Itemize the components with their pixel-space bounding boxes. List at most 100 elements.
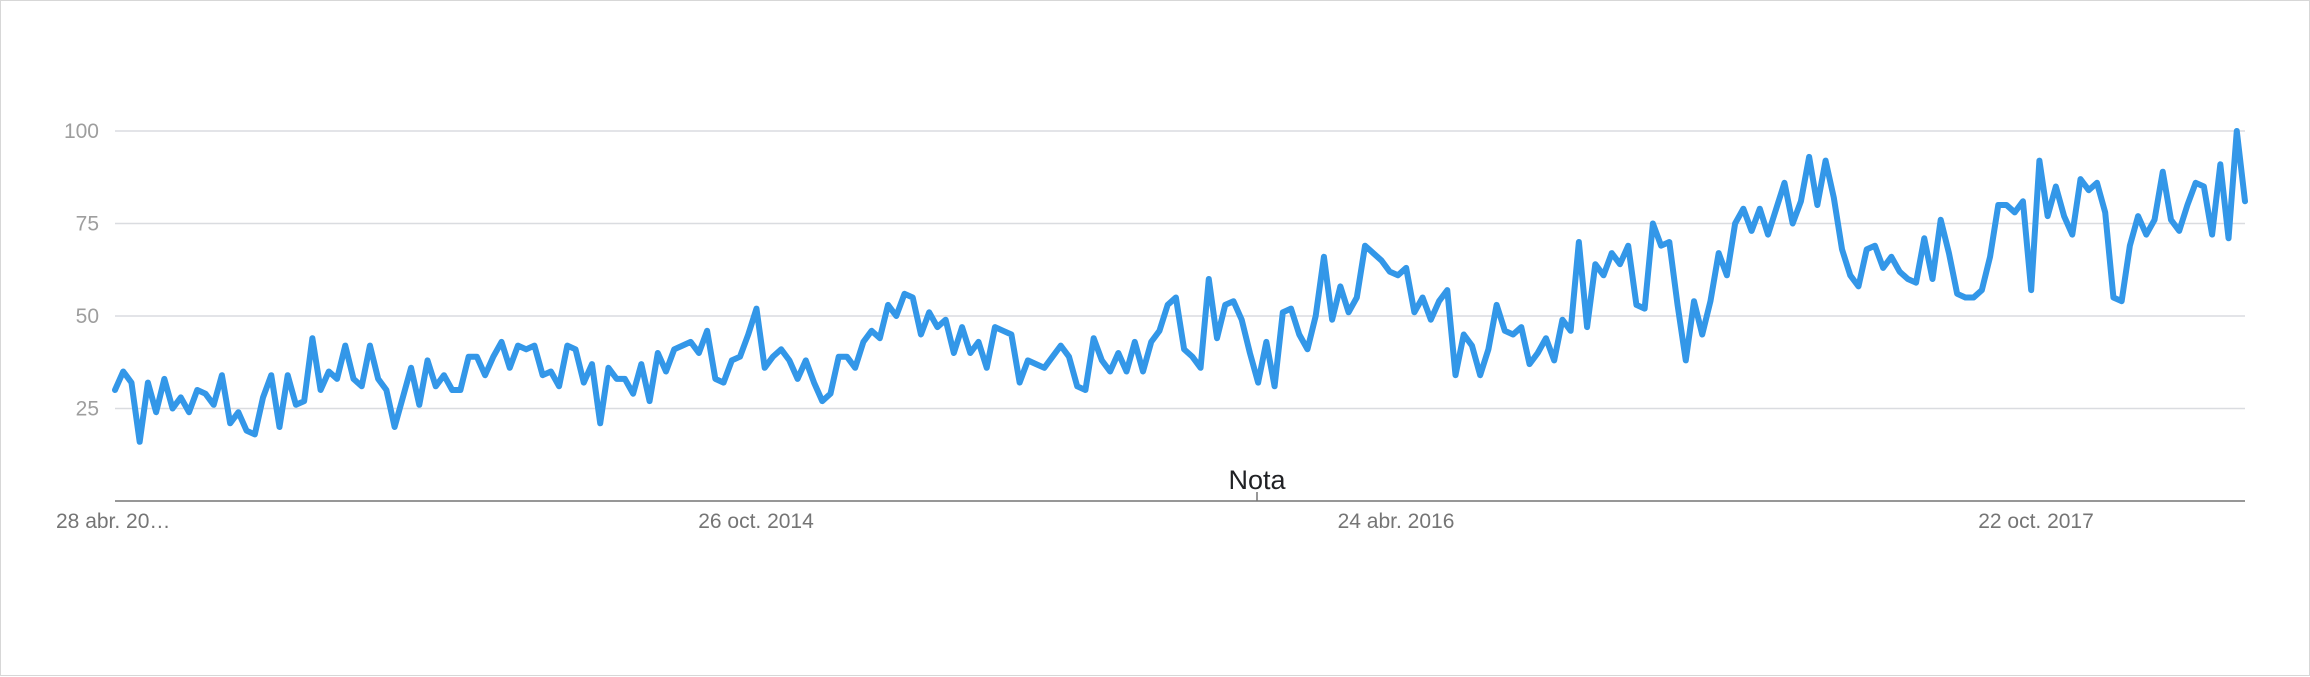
y-tick-label-25: 25: [76, 398, 99, 421]
data-point: [1354, 295, 1360, 301]
data-point: [350, 376, 356, 382]
data-point: [1601, 272, 1607, 278]
data-point: [2061, 213, 2067, 219]
data-point: [1625, 243, 1631, 249]
note-label[interactable]: Nota: [1228, 465, 1286, 495]
data-point: [1436, 298, 1442, 304]
data-point: [811, 380, 817, 386]
data-point: [1773, 206, 1779, 212]
data-point: [1823, 158, 1829, 164]
data-point: [1962, 295, 1968, 301]
data-point: [1033, 361, 1039, 367]
data-point: [1691, 298, 1697, 304]
data-point: [1050, 354, 1056, 360]
data-point: [589, 361, 595, 367]
data-point: [1107, 369, 1113, 375]
data-point: [1790, 221, 1796, 227]
data-point: [1189, 354, 1195, 360]
data-point: [581, 380, 587, 386]
data-point: [1477, 372, 1483, 378]
data-point: [1411, 309, 1417, 315]
data-point: [852, 365, 858, 371]
data-point: [1239, 317, 1245, 323]
data-point: [375, 376, 381, 382]
data-point: [1872, 243, 1878, 249]
data-point: [334, 376, 340, 382]
data-point: [638, 361, 644, 367]
data-point: [597, 420, 603, 426]
data-point: [1461, 332, 1467, 338]
data-point: [951, 350, 957, 356]
data-point: [1831, 195, 1837, 201]
data-point: [1165, 302, 1171, 308]
data-point: [2152, 217, 2158, 223]
data-point: [1510, 332, 1516, 338]
y-tick-label-75: 75: [76, 213, 99, 236]
data-point: [112, 387, 118, 393]
data-point: [647, 398, 653, 404]
data-point: [1255, 380, 1261, 386]
data-point: [1864, 246, 1870, 252]
data-point: [170, 406, 176, 412]
data-point: [1584, 324, 1590, 330]
data-point: [860, 339, 866, 345]
data-point: [803, 357, 809, 363]
data-point: [1420, 295, 1426, 301]
data-point: [1642, 306, 1648, 312]
data-point: [507, 365, 513, 371]
note-annotation[interactable]: Nota: [1228, 465, 1286, 501]
x-tick-label: 24 abr. 2016: [1338, 510, 1455, 533]
data-point: [2020, 198, 2026, 204]
data-point: [1979, 287, 1985, 293]
data-point: [605, 365, 611, 371]
data-point: [244, 428, 250, 434]
data-point: [688, 339, 694, 345]
x-tick-label: 28 abr. 20…: [56, 510, 170, 533]
data-point: [276, 424, 282, 430]
data-point: [778, 346, 784, 352]
data-point: [359, 383, 365, 389]
data-point: [877, 335, 883, 341]
data-point: [1781, 180, 1787, 186]
data-point: [836, 354, 842, 360]
data-point: [729, 357, 735, 363]
data-point: [959, 324, 965, 330]
data-point: [1206, 276, 1212, 282]
data-point: [1469, 343, 1475, 349]
data-point: [926, 309, 932, 315]
data-point: [441, 372, 447, 378]
data-point: [1370, 250, 1376, 256]
data-point: [178, 394, 184, 400]
data-point: [770, 354, 776, 360]
data-point: [227, 420, 233, 426]
data-point: [194, 387, 200, 393]
data-point: [1140, 369, 1146, 375]
data-point: [1198, 365, 1204, 371]
data-point: [120, 369, 126, 375]
data-point: [1971, 295, 1977, 301]
data-point: [992, 324, 998, 330]
data-point: [556, 383, 562, 389]
data-point: [1757, 206, 1763, 212]
y-tick-label-100: 100: [64, 120, 99, 143]
data-point: [663, 369, 669, 375]
data-point: [1905, 276, 1911, 282]
x-tick-label: 22 oct. 2017: [1978, 510, 2094, 533]
data-point: [161, 376, 167, 382]
data-point: [2036, 158, 2042, 164]
data-point: [2069, 232, 2075, 238]
data-point: [1156, 328, 1162, 334]
data-point: [1683, 357, 1689, 363]
data-point: [268, 372, 274, 378]
data-point: [2102, 209, 2108, 215]
data-point: [202, 391, 208, 397]
data-point: [934, 324, 940, 330]
data-point: [408, 365, 414, 371]
data-point: [1921, 235, 1927, 241]
data-point: [762, 365, 768, 371]
data-point: [1000, 328, 1006, 334]
data-point: [145, 380, 151, 386]
data-point: [984, 365, 990, 371]
data-point: [482, 372, 488, 378]
data-point: [1543, 335, 1549, 341]
